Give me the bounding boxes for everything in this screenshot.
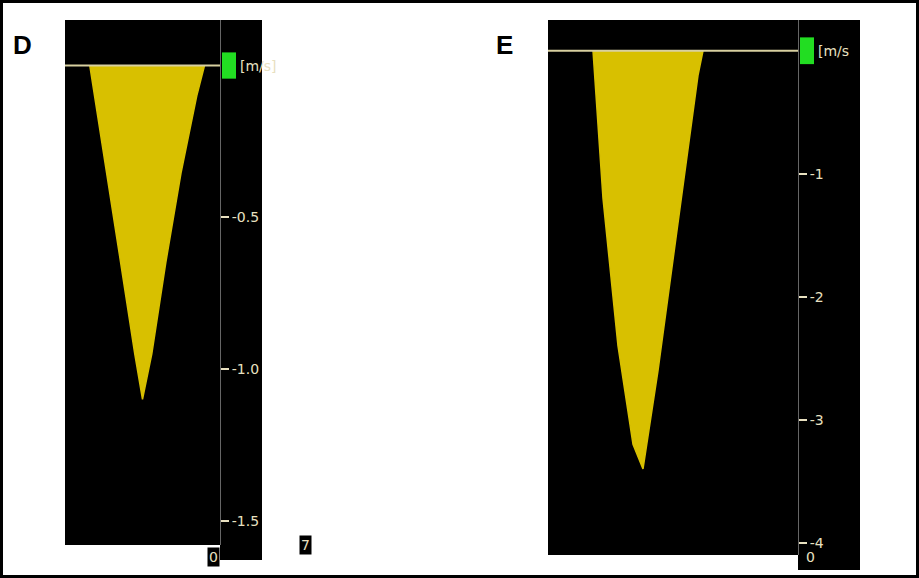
svg-text:0: 0 <box>806 549 815 565</box>
svg-text:-3: -3 <box>810 412 824 428</box>
svg-text:[m/s]: [m/s] <box>240 58 277 74</box>
svg-text:-1.5: -1.5 <box>232 513 259 529</box>
svg-text:D: D <box>13 30 32 60</box>
svg-text:E: E <box>496 30 513 60</box>
svg-text:-1.0: -1.0 <box>232 361 259 377</box>
svg-text:[m/s: [m/s <box>818 43 849 59</box>
svg-text:-2: -2 <box>810 289 824 305</box>
svg-text:-1: -1 <box>810 166 824 182</box>
svg-text:-4: -4 <box>810 535 824 551</box>
svg-text:0: 0 <box>209 549 218 565</box>
svg-text:7: 7 <box>301 537 310 553</box>
svg-text:-0.5: -0.5 <box>232 209 259 225</box>
